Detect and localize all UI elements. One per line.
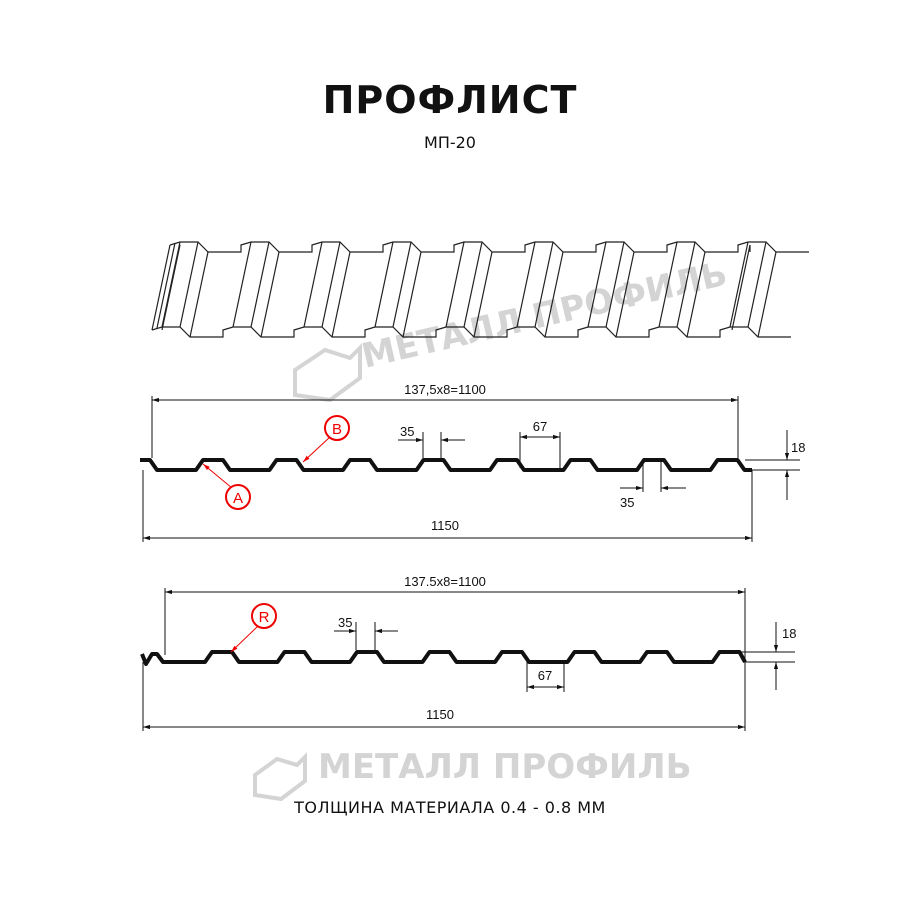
watermark-2: МЕТАЛЛ ПРОФИЛЬ [253, 747, 692, 802]
product-model: МП-20 [424, 133, 476, 152]
sheet-edge [686, 251, 706, 338]
sheet-edge [615, 251, 635, 338]
sheet-edge [473, 251, 493, 338]
sheet-edge [151, 326, 791, 338]
height-dimension: 18 [791, 440, 805, 455]
sheet-edge [151, 244, 171, 331]
sheet-edge [374, 241, 394, 328]
sheet-edge [605, 241, 625, 328]
sheet-edge [731, 244, 751, 331]
sheet-3d-illustration [151, 241, 809, 338]
sheet-edge [189, 251, 209, 338]
sheet-edge [321, 241, 341, 328]
sheet-edge [463, 241, 483, 328]
sheet-edge [260, 251, 280, 338]
sheet-edge [179, 241, 199, 328]
sheet-edge [544, 251, 564, 338]
sheet-edge [303, 241, 323, 328]
sheet-edge [534, 241, 554, 328]
pitch-dimension: 137.5x8=1100 [404, 574, 486, 589]
svg-text:МЕТАЛЛ ПРОФИЛЬ: МЕТАЛЛ ПРОФИЛЬ [358, 254, 731, 377]
callout-b: B [332, 421, 342, 438]
sheet-edge [587, 241, 607, 328]
total-width-dimension: 1150 [431, 518, 459, 533]
profile-a: 137,5x8=1100 1150 35 67 35 18 A B [140, 382, 805, 542]
callout-a: A [233, 490, 243, 507]
total-width-dimension: 1150 [426, 707, 454, 722]
sheet-edge [516, 241, 536, 328]
callout-r: R [259, 609, 270, 626]
bottom-width-dimension: 67 [533, 419, 547, 434]
rib-width-dimension: 35 [620, 495, 634, 510]
sheet-edge [161, 244, 181, 331]
pitch-dimension: 137,5x8=1100 [404, 382, 486, 397]
sheet-edge [729, 241, 749, 328]
sheet-edge [232, 241, 252, 328]
sheet-edge [392, 241, 412, 328]
height-dimension: 18 [782, 626, 796, 641]
sheet-edge [402, 251, 422, 338]
sheet-edge [161, 241, 181, 328]
sheet-edge [169, 241, 809, 253]
sheet-edge [331, 251, 351, 338]
sheet-edge [156, 242, 176, 329]
profile-b: 137.5x8=1100 1150 35 67 18 R [140, 574, 796, 731]
bottom-width-dimension: 67 [538, 668, 552, 683]
top-width-dimension: 35 [338, 615, 352, 630]
sheet-edge [658, 241, 678, 328]
sheet-edge [250, 241, 270, 328]
sheet-edge [757, 251, 777, 338]
page-title: ПРОФЛИСТ [322, 78, 578, 122]
profile-a-outline [140, 458, 752, 472]
svg-text:МЕТАЛЛ ПРОФИЛЬ: МЕТАЛЛ ПРОФИЛЬ [318, 747, 692, 787]
profile-b-outline [140, 650, 747, 666]
sheet-edge [445, 241, 465, 328]
sheet-edge [747, 241, 767, 328]
sheet-edge [676, 241, 696, 328]
material-thickness-note: ТОЛЩИНА МАТЕРИАЛА 0.4 - 0.8 ММ [294, 798, 606, 817]
top-width-dimension: 35 [400, 424, 414, 439]
